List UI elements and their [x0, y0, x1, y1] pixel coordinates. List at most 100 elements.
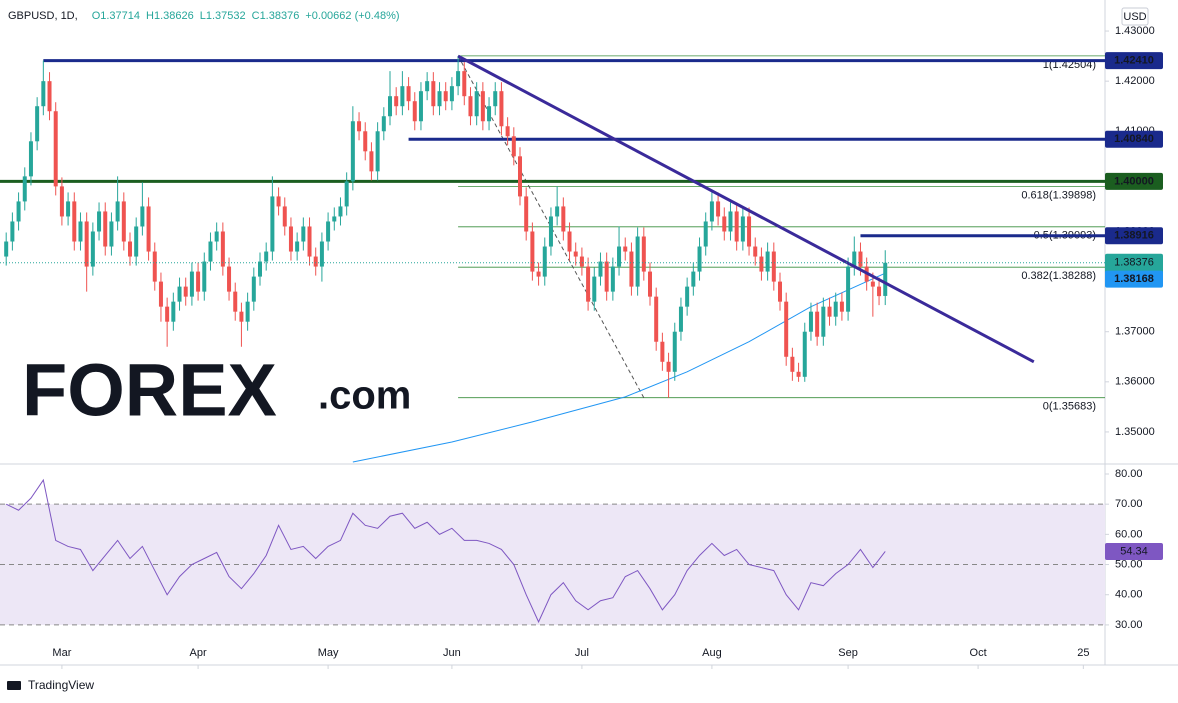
candle-body — [598, 261, 603, 277]
logo-suffix: .com — [318, 374, 411, 418]
candle-body — [567, 231, 572, 252]
candle-body — [313, 256, 318, 267]
candle-body — [78, 221, 83, 242]
header: GBPUSD, 1D, O1.37714 H1.38626 L1.37532 C1.38… — [8, 10, 400, 22]
candle-body — [227, 266, 232, 292]
candle-body — [728, 211, 733, 232]
candle-body — [375, 131, 380, 172]
candle-body — [858, 251, 863, 267]
brand-mark — [7, 681, 21, 690]
level-badge-label: 1.40840 — [1114, 133, 1154, 145]
level-badge — [1105, 130, 1163, 148]
candle-body — [189, 271, 194, 297]
candle-body — [319, 241, 324, 267]
candle-body — [177, 286, 182, 302]
candle-body — [220, 231, 225, 267]
candle-body — [140, 206, 145, 227]
candle-body — [449, 86, 454, 102]
candle-body — [629, 251, 634, 287]
candle-body — [301, 226, 306, 242]
candle-body — [573, 251, 578, 257]
y-tick-label: 1.36000 — [1115, 376, 1155, 388]
candle-body — [877, 286, 882, 297]
candle-body — [109, 221, 114, 247]
candle-body — [493, 91, 498, 107]
candle-body — [431, 81, 436, 107]
candle-body — [883, 262, 888, 296]
candle-body — [344, 181, 349, 207]
candle-body — [233, 291, 238, 312]
candle-body — [183, 286, 188, 297]
candle-body — [332, 216, 337, 222]
candle-body — [16, 201, 21, 222]
fib-label: 0.618(1.39898) — [1021, 189, 1096, 201]
candle-body — [586, 266, 591, 302]
candle-body — [53, 111, 58, 187]
currency: USD — [1123, 11, 1146, 23]
ohlc-value: +0.00662 (+0.48%) — [305, 10, 399, 22]
candle-body — [691, 271, 696, 287]
candle-body — [165, 306, 170, 322]
candle-body — [796, 371, 801, 377]
candle-body — [648, 271, 652, 297]
candle-body — [747, 216, 752, 247]
candle-body — [276, 196, 281, 207]
rsi-y-tick-label: 50.00 — [1115, 558, 1143, 570]
candle-body — [678, 306, 683, 332]
candle-body — [815, 311, 820, 337]
candle-body — [734, 211, 739, 242]
rsi-y-tick-label: 80.00 — [1115, 468, 1143, 480]
candle-body — [134, 226, 139, 257]
candle-body — [456, 71, 461, 87]
candle-body — [121, 201, 126, 242]
candle-body — [635, 236, 640, 287]
y-tick-label: 1.43000 — [1115, 25, 1155, 37]
rsi-line — [5, 478, 886, 624]
candle-body — [202, 261, 207, 292]
candle-body — [759, 256, 764, 272]
fib-label: 0.382(1.38288) — [1021, 270, 1096, 282]
candle-body — [400, 86, 405, 107]
ohlc-value: C1.38376 — [252, 10, 300, 22]
candle-body — [10, 221, 15, 242]
candle-body — [740, 216, 745, 242]
candle-body — [115, 201, 120, 222]
candle-body — [846, 266, 851, 312]
y-tick-label: 1.35000 — [1115, 426, 1155, 438]
candle-body — [722, 216, 727, 232]
candle-body — [66, 201, 71, 217]
candle-body — [288, 226, 293, 252]
candle-body — [350, 121, 355, 182]
candle-body — [771, 251, 776, 282]
candle-body — [251, 276, 256, 302]
candle-body — [381, 116, 386, 132]
candle-body — [524, 196, 529, 232]
level-badge — [1105, 172, 1163, 190]
x-tick-label: Oct — [970, 647, 987, 659]
candle-body — [561, 206, 566, 232]
candle-body — [641, 236, 646, 272]
candle-body — [295, 241, 300, 252]
candle-body — [307, 226, 312, 257]
candle-body — [171, 301, 176, 322]
candle-body — [753, 246, 758, 257]
candle-body — [765, 251, 770, 272]
candle-body — [660, 341, 665, 362]
candle-body — [245, 301, 250, 322]
candle-body — [511, 136, 516, 157]
candle-body — [208, 241, 213, 262]
candle-body — [536, 271, 541, 277]
candle-body — [196, 271, 201, 292]
candle-body — [214, 231, 219, 242]
brand: TradingView — [28, 678, 94, 692]
candle-body — [778, 281, 782, 302]
candle-body — [270, 196, 275, 252]
candle-body — [505, 126, 510, 137]
candle-body — [499, 91, 504, 127]
candle-body — [672, 331, 677, 372]
candle-body — [418, 91, 423, 122]
y-tick-label: 1.42000 — [1115, 75, 1155, 87]
candle-body — [821, 306, 826, 337]
